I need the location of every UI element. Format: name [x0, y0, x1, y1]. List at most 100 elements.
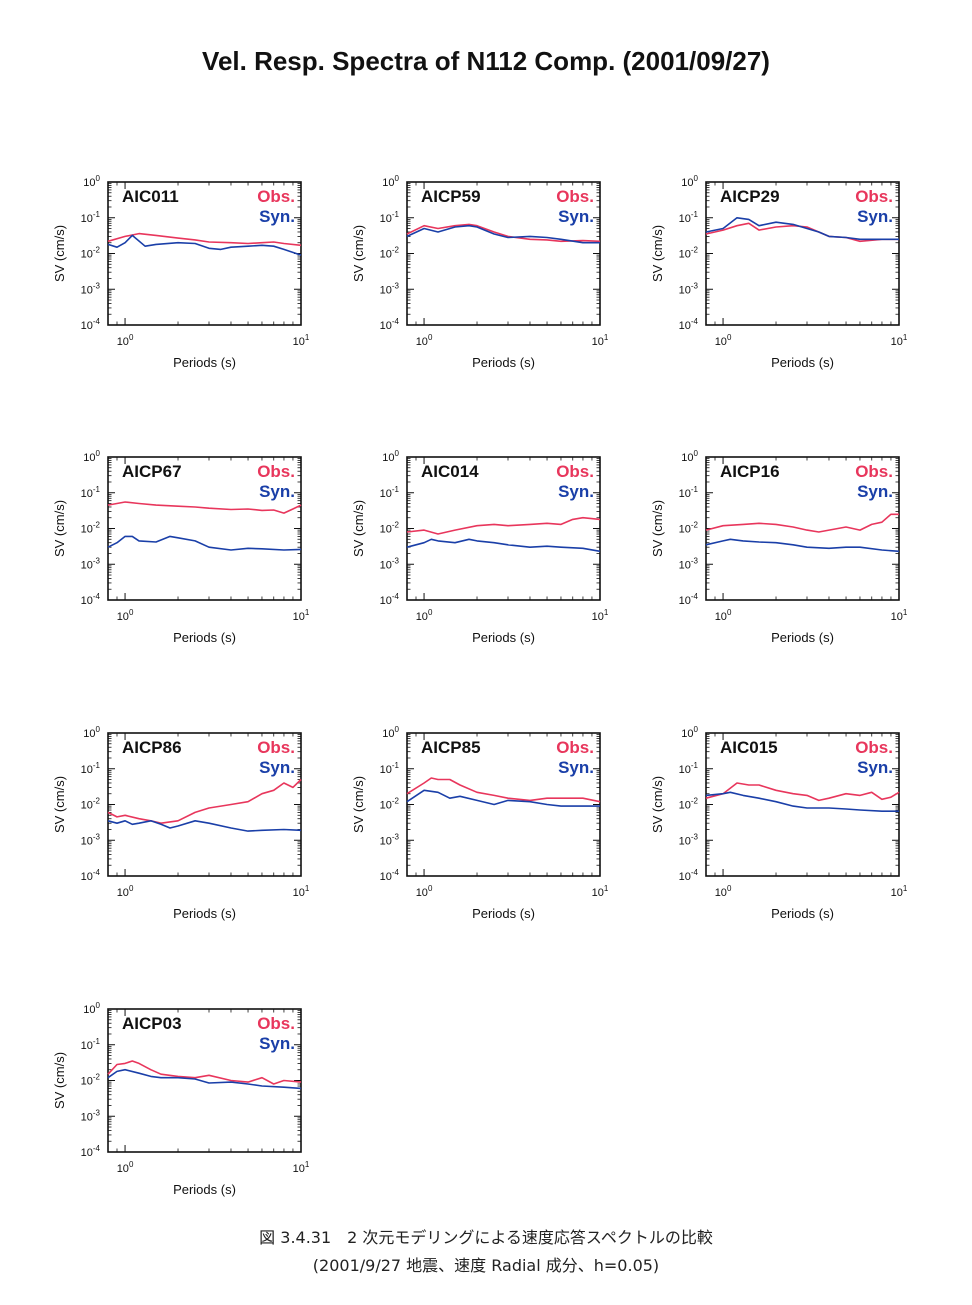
legend-syn: Syn. [558, 207, 594, 226]
y-tick-label: 10-4 [679, 317, 699, 332]
station-label: AICP86 [122, 738, 182, 757]
x-tick-label: 101 [891, 884, 908, 899]
legend-obs: Obs. [556, 462, 594, 481]
x-axis-label: Periods (s) [173, 906, 236, 921]
x-axis-label: Periods (s) [173, 1182, 236, 1197]
station-label: AIC014 [421, 462, 479, 481]
x-tick-label: 100 [416, 608, 433, 623]
station-label: AIC011 [122, 187, 179, 206]
series-line-syn [406, 789, 600, 807]
series-line-syn [705, 791, 899, 812]
chart-svg: 100 10-1 10-2 10-3 10-4 100 101 Periods (s) SV (… [650, 174, 908, 370]
x-tick-label: 100 [117, 1160, 134, 1175]
y-tick-label: 10-3 [380, 832, 400, 847]
series-line-obs [705, 513, 899, 533]
legend-obs: Obs. [257, 1014, 295, 1033]
y-tick-label: 10-3 [81, 1108, 101, 1123]
x-axis-label: Periods (s) [173, 630, 236, 645]
series-line-syn [406, 538, 601, 553]
x-tick-label: 101 [293, 333, 310, 348]
y-tick-label: 10-3 [81, 832, 101, 847]
chart-svg: 100 10-1 10-2 10-3 10-4 100 101 Periods (s) SV (… [52, 1001, 310, 1197]
x-axis-label: Periods (s) [771, 355, 834, 370]
y-tick-label: 10-1 [380, 210, 400, 225]
legend-syn: Syn. [857, 758, 893, 777]
y-tick-label: 100 [681, 725, 698, 740]
legend-syn: Syn. [259, 758, 295, 777]
y-tick-label: 10-1 [380, 485, 400, 500]
y-tick-label: 10-2 [380, 246, 400, 261]
x-tick-label: 101 [891, 333, 908, 348]
series-line-syn [107, 1068, 302, 1090]
y-tick-label: 10-2 [679, 797, 699, 812]
x-tick-label: 101 [293, 1160, 310, 1175]
legend-obs: Obs. [257, 738, 295, 757]
chart-panel-aicp16: 100 10-1 10-2 10-3 10-4 100 101 Periods (s) SV (… [648, 449, 918, 680]
x-tick-label: 100 [117, 884, 134, 899]
y-tick-label: 100 [681, 174, 698, 189]
y-tick-label: 10-3 [679, 832, 699, 847]
station-label: AICP29 [720, 187, 780, 206]
y-axis-label: SV (cm/s) [351, 500, 366, 557]
legend-obs: Obs. [855, 187, 893, 206]
y-tick-label: 100 [681, 449, 698, 464]
series-line-obs [107, 1060, 302, 1085]
chart-panel-aicp29: 100 10-1 10-2 10-3 10-4 100 101 Periods (s) SV (… [648, 174, 918, 405]
station-label: AICP85 [421, 738, 481, 757]
series-line-syn [107, 234, 302, 256]
station-label: AICP16 [720, 462, 780, 481]
y-tick-label: 10-4 [380, 592, 400, 607]
series-line-obs [406, 516, 601, 535]
y-tick-label: 100 [382, 725, 399, 740]
legend-syn: Syn. [259, 1034, 295, 1053]
x-axis-label: Periods (s) [472, 906, 535, 921]
x-tick-label: 101 [891, 608, 908, 623]
chart-svg: 100 10-1 10-2 10-3 10-4 100 101 Periods (s) SV (… [52, 725, 310, 921]
main-title: Vel. Resp. Spectra of N112 Comp. (2001/0… [202, 46, 770, 76]
x-axis-label: Periods (s) [472, 355, 535, 370]
legend-obs: Obs. [855, 738, 893, 757]
y-tick-label: 10-1 [81, 761, 101, 776]
x-tick-label: 100 [416, 333, 433, 348]
y-tick-label: 10-3 [380, 556, 400, 571]
y-tick-label: 10-2 [679, 521, 699, 536]
x-tick-label: 101 [592, 884, 609, 899]
legend-obs: Obs. [855, 462, 893, 481]
chart-panel-aic015: 100 10-1 10-2 10-3 10-4 100 101 Periods (s) SV (… [648, 725, 918, 956]
chart-panel-aicp03: 100 10-1 10-2 10-3 10-4 100 101 Periods (s) SV (… [50, 1001, 320, 1232]
series-line-obs [406, 223, 601, 243]
x-axis-label: Periods (s) [472, 630, 535, 645]
y-tick-label: 10-3 [380, 281, 400, 296]
series-line-syn [406, 224, 600, 244]
y-tick-label: 10-2 [81, 1073, 101, 1088]
station-label: AICP03 [122, 1014, 182, 1033]
y-axis-label: SV (cm/s) [52, 500, 67, 557]
y-tick-label: 10-2 [81, 521, 101, 536]
chart-panel-aicp86: 100 10-1 10-2 10-3 10-4 100 101 Periods (s) SV (… [50, 725, 320, 956]
legend-obs: Obs. [556, 187, 594, 206]
x-tick-label: 100 [715, 333, 732, 348]
y-axis-label: SV (cm/s) [351, 776, 366, 833]
y-tick-label: 10-4 [380, 868, 400, 883]
legend-syn: Syn. [857, 207, 893, 226]
y-axis-label: SV (cm/s) [52, 225, 67, 282]
series-line-obs [107, 232, 302, 247]
y-tick-label: 10-1 [81, 210, 101, 225]
y-tick-label: 10-2 [679, 246, 699, 261]
y-tick-label: 10-1 [679, 485, 699, 500]
chart-svg: 100 10-1 10-2 10-3 10-4 100 101 Periods (s) SV (… [650, 725, 908, 921]
chart-panel-aicp67: 100 10-1 10-2 10-3 10-4 100 101 Periods (s) SV (… [50, 449, 320, 680]
y-tick-label: 100 [382, 449, 399, 464]
chart-svg: 100 10-1 10-2 10-3 10-4 100 101 Periods (s) SV (… [351, 449, 609, 645]
y-axis-label: SV (cm/s) [650, 225, 665, 282]
x-tick-label: 100 [715, 608, 732, 623]
y-axis-label: SV (cm/s) [650, 500, 665, 557]
y-tick-label: 10-1 [679, 210, 699, 225]
chart-panel-aic011: 100 10-1 10-2 10-3 10-4 100 101 Periods (s) SV (… [50, 174, 320, 405]
station-label: AICP67 [122, 462, 182, 481]
x-tick-label: 101 [293, 608, 310, 623]
x-tick-label: 100 [117, 608, 134, 623]
x-tick-label: 101 [592, 608, 609, 623]
y-tick-label: 10-1 [81, 1037, 101, 1052]
y-tick-label: 10-2 [81, 246, 101, 261]
